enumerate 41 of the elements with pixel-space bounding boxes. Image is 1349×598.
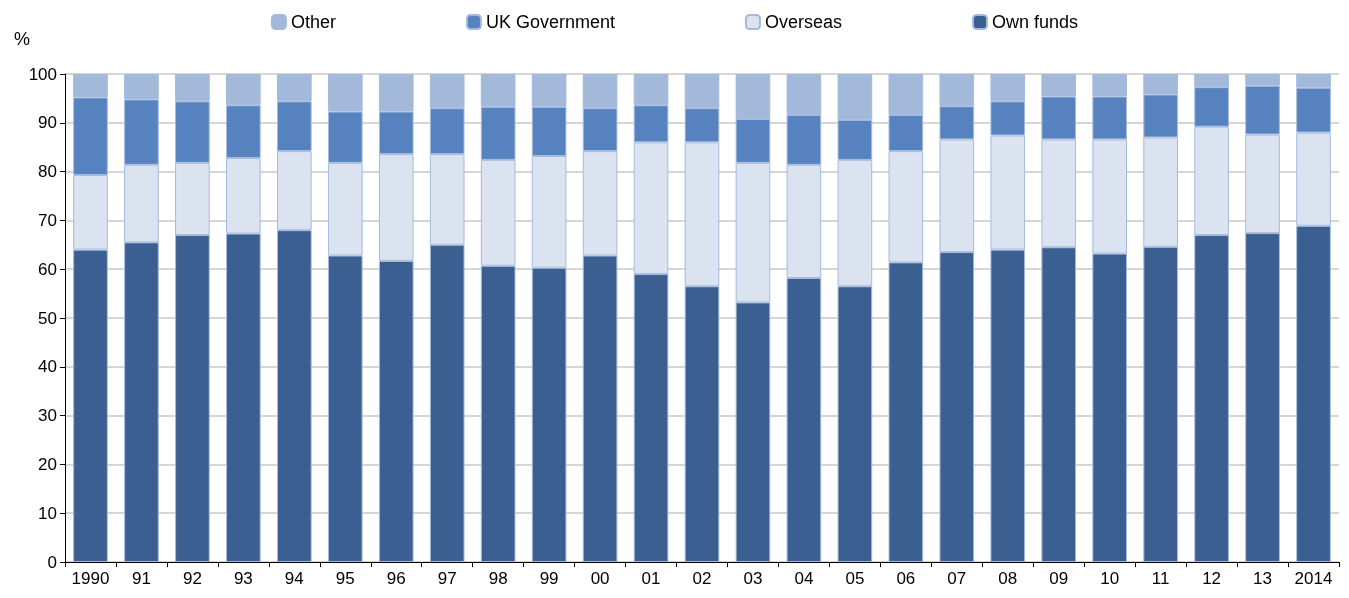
- x-tick-label: 91: [131, 569, 151, 588]
- x-tick-label: 09: [1049, 569, 1069, 588]
- legend-label: Overseas: [765, 12, 843, 32]
- x-tick-label: 94: [284, 569, 304, 588]
- x-tick-label: 92: [182, 569, 202, 588]
- y-tick-label: 20: [38, 454, 57, 474]
- y-tick-label: 100: [28, 64, 57, 84]
- x-tick-label: 10: [1100, 569, 1120, 588]
- x-tick-label: 11: [1151, 569, 1170, 588]
- x-tick-label: 13: [1253, 569, 1273, 588]
- y-tick-label: 90: [38, 113, 57, 133]
- y-tick-label: 40: [38, 357, 57, 377]
- x-tick-label: 99: [539, 569, 559, 588]
- x-tick-label: 06: [896, 569, 916, 588]
- x-tick-label: 01: [641, 569, 661, 588]
- legend-label: UK Government: [485, 12, 616, 32]
- x-tick-label: 95: [335, 569, 355, 588]
- x-tick-label: 93: [233, 569, 253, 588]
- y-tick-label: 80: [38, 162, 57, 182]
- x-tick-label: 02: [692, 569, 712, 588]
- legend-label: Own funds: [992, 12, 1079, 32]
- x-tick-label: 07: [947, 569, 967, 588]
- y-axis-title: %: [14, 29, 31, 49]
- x-tick-label: 03: [743, 569, 763, 588]
- y-tick-label: 10: [38, 503, 57, 523]
- legend-label: Other: [290, 12, 336, 32]
- x-tick-label: 05: [845, 569, 865, 588]
- x-tick-label: 00: [590, 569, 610, 588]
- x-tick-label: 04: [794, 569, 814, 588]
- x-tick-label: 08: [998, 569, 1018, 588]
- y-tick-label: 30: [38, 406, 57, 426]
- y-tick-label: 60: [38, 259, 57, 279]
- x-tick-label: 96: [386, 569, 406, 588]
- x-tick-label: 1990: [71, 569, 110, 588]
- x-tick-label: 97: [437, 569, 457, 588]
- y-tick-label: 70: [38, 210, 57, 230]
- y-tick-label: 0: [47, 552, 57, 572]
- x-tick-label: 98: [488, 569, 508, 588]
- y-tick-label: 50: [38, 308, 57, 328]
- x-tick-label: 12: [1202, 569, 1222, 588]
- x-tick-label: 2014: [1294, 569, 1333, 588]
